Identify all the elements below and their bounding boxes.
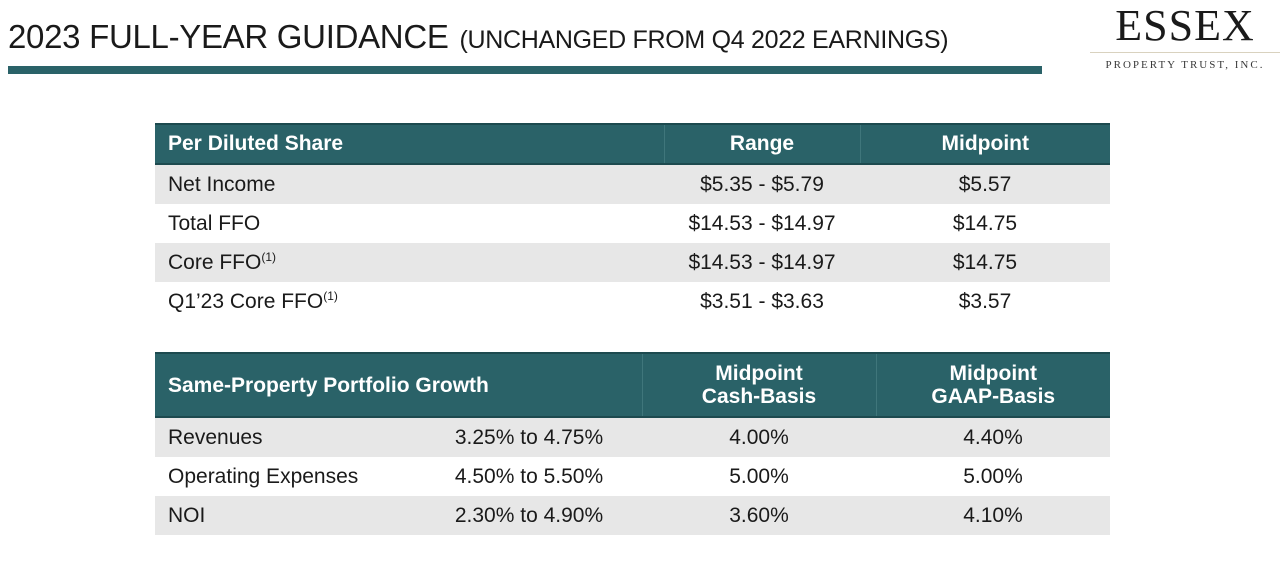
- logo-divider: [1090, 52, 1280, 53]
- table-row: Core FFO(1) $14.53 - $14.97 $14.75: [155, 243, 1110, 282]
- essex-logo: ESSEX PROPERTY TRUST, INC.: [1090, 0, 1280, 80]
- row-range: $14.53 - $14.97: [664, 243, 860, 282]
- same-property-growth-table: Same-Property Portfolio Growth Midpoint C…: [155, 352, 1110, 535]
- table-row: Net Income $5.35 - $5.79 $5.57: [155, 164, 1110, 204]
- title-main: 2023 FULL-YEAR GUIDANCE: [8, 18, 449, 55]
- row-label: Revenues: [155, 417, 416, 457]
- table-header-row: Per Diluted Share Range Midpoint: [155, 123, 1110, 165]
- header-per-diluted-share: Per Diluted Share: [155, 123, 664, 165]
- row-range: 4.50% to 5.50%: [454, 464, 604, 488]
- row-label: NOI: [155, 496, 416, 535]
- row-range: $5.35 - $5.79: [664, 164, 860, 204]
- row-cash-basis: 5.00%: [729, 464, 789, 488]
- logo-tagline: PROPERTY TRUST, INC.: [1105, 59, 1265, 71]
- table-row: NOI 2.30% to 4.90% 3.60% 4.10%: [155, 496, 1110, 535]
- row-label: Core FFO(1): [155, 243, 664, 282]
- row-label: Q1’23 Core FFO(1): [168, 288, 338, 313]
- header-range: Range: [663, 123, 860, 165]
- title-underline: [8, 66, 1042, 74]
- table-header-row: Same-Property Portfolio Growth Midpoint C…: [155, 352, 1110, 418]
- row-midpoint: $3.57: [958, 289, 1012, 313]
- row-label: Total FFO: [168, 211, 261, 235]
- page-title: 2023 FULL-YEAR GUIDANCE (UNCHANGED FROM …: [8, 18, 949, 56]
- row-label: Operating Expenses: [168, 464, 359, 488]
- row-label: Net Income: [155, 164, 664, 204]
- row-range: $3.51 - $3.63: [700, 289, 824, 313]
- table-row: Operating Expenses 4.50% to 5.50% 5.00% …: [155, 457, 1110, 496]
- row-range: $14.53 - $14.97: [688, 211, 836, 235]
- row-midpoint: $14.75: [860, 243, 1110, 282]
- table-row: Total FFO $14.53 - $14.97 $14.75: [155, 204, 1110, 243]
- header-midpoint: Midpoint: [859, 123, 1110, 165]
- row-cash-basis: 4.00%: [642, 417, 876, 457]
- row-gaap-basis: 4.40%: [876, 417, 1110, 457]
- row-cash-basis: 3.60%: [642, 496, 876, 535]
- per-diluted-share-table: Per Diluted Share Range Midpoint Net Inc…: [155, 123, 1110, 321]
- table-row: Revenues 3.25% to 4.75% 4.00% 4.40%: [155, 417, 1110, 457]
- row-midpoint: $5.57: [860, 164, 1110, 204]
- footnote-marker: (1): [323, 288, 338, 303]
- row-gaap-basis: 4.10%: [876, 496, 1110, 535]
- header-midpoint-cash-basis: Midpoint Cash-Basis: [641, 352, 876, 418]
- header-midpoint-gaap-basis: Midpoint GAAP-Basis: [875, 352, 1110, 418]
- row-gaap-basis: 5.00%: [963, 464, 1023, 488]
- title-subtitle: (UNCHANGED FROM Q4 2022 EARNINGS): [459, 26, 949, 54]
- row-range: 2.30% to 4.90%: [416, 496, 642, 535]
- logo-name: ESSEX: [1115, 1, 1255, 50]
- header-same-property-growth: Same-Property Portfolio Growth: [155, 352, 642, 418]
- table-row: Q1’23 Core FFO(1) $3.51 - $3.63 $3.57: [155, 282, 1110, 321]
- footnote-marker: (1): [261, 249, 277, 264]
- row-midpoint: $14.75: [952, 211, 1018, 235]
- row-range: 3.25% to 4.75%: [416, 417, 642, 457]
